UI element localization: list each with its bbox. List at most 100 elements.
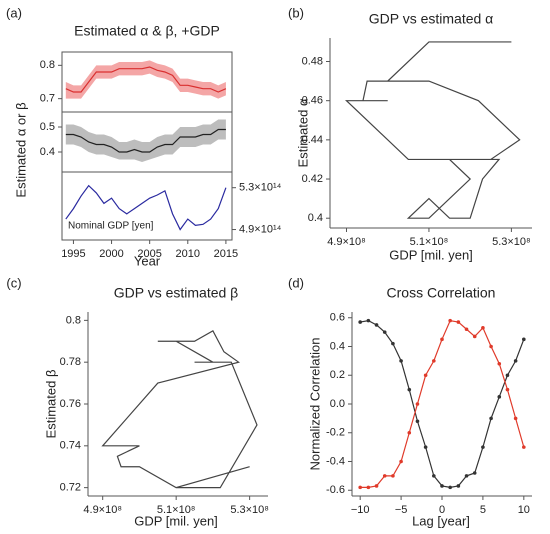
point [391,341,395,346]
x-tick-label: 5.1×10⁸ [410,236,449,248]
panel-label: (b) [288,5,304,20]
point [391,474,395,478]
x-tick-label: 4.9×10⁸ [83,504,122,516]
point [472,471,477,475]
point [432,474,436,478]
point [374,484,379,488]
point [399,359,403,363]
point [366,485,371,490]
chart-title: Estimated α & β, +GDP [74,23,220,39]
series-line [360,319,525,488]
y-tick-label: 0.42 [302,173,323,185]
point [366,318,371,323]
x-tick-label: 2000 [99,248,123,260]
point [489,344,493,349]
point [407,430,412,435]
point [448,318,452,323]
point [440,337,444,342]
x-tick-label: 1995 [61,248,85,260]
y2-tick-label: 5.3×10¹⁴ [239,182,282,194]
point [448,485,452,490]
y-tick-label: 0.8 [40,59,55,71]
y-tick-label: 0.46 [302,95,323,107]
series-line [360,319,525,488]
y2-tick-label: 4.9×10¹⁴ [239,223,282,235]
x-tick-label: 4.9×10⁸ [327,236,366,248]
y-tick-label: 0.7 [40,93,55,105]
chart-title: GDP vs estimated β [114,285,239,301]
x-tick-label: 5.3×10⁸ [492,236,531,248]
point [522,445,526,449]
point [423,373,428,378]
panel-label: (d) [288,275,304,290]
point [497,361,502,366]
y-tick-label: 0.4 [330,340,345,352]
x-tick-label: 2005 [137,248,161,260]
y-tick-label: 0.0 [330,398,345,410]
point [358,485,362,490]
point [464,474,469,478]
x-axis-label: Lag [year] [412,513,470,528]
point [399,459,403,464]
plot-frame [61,171,233,241]
chart-title: Cross Correlation [387,285,496,301]
point [423,445,428,449]
y-tick-label: 0.76 [60,398,81,410]
point [432,359,436,363]
y-axis-label: Estimated α or β [13,102,28,197]
point [489,416,493,421]
point [456,484,461,488]
x-tick-label: 5.1×10⁸ [157,504,196,516]
y-tick-label: -0.4 [326,455,345,467]
x-axis-label: GDP [mil. yen] [389,247,473,262]
y-tick-label: 0.4 [40,146,55,158]
chart-title: GDP vs estimated α [369,11,494,27]
x-tick-label: 2010 [176,248,200,260]
series-line [101,329,258,489]
panel-label: (c) [6,275,21,290]
series-line [65,66,227,93]
y-axis-label: Estimated β [43,370,58,439]
point [497,395,502,399]
point [382,330,387,334]
y-tick-label: 0.5 [40,121,55,133]
point [415,419,420,424]
y-tick-label: 0.6 [330,312,345,324]
point [456,320,461,324]
x-tick-label: −10 [351,504,370,516]
point [440,484,444,488]
annotation: Nominal GDP [yen] [68,221,154,232]
y-tick-label: -0.6 [326,484,345,496]
series-line [344,41,521,219]
y-tick-label: 0.2 [330,369,345,381]
y-tick-label: 0.78 [60,356,81,368]
confidence-band [65,60,226,99]
y-axis-label: Normalized Correlation [307,338,322,471]
x-tick-label: 5.3×10⁸ [230,504,269,516]
x-tick-label: 5 [480,504,486,516]
x-tick-label: −5 [395,504,408,516]
series-line [65,184,227,231]
point [415,402,420,406]
panel-label: (a) [6,5,22,20]
y-tick-label: 0.4 [308,212,323,224]
x-axis-label: Year [134,253,161,268]
y-tick-label: 0.72 [60,482,81,494]
series-line [65,128,226,153]
y-tick-label: 0.48 [302,55,323,67]
point [522,337,526,342]
confidence-band [65,119,226,162]
point [513,359,518,363]
point [374,323,379,327]
point [481,326,485,330]
point [382,474,387,478]
x-tick-label: 2015 [214,248,238,260]
x-axis-label: GDP [mil. yen] [134,513,218,528]
y-axis-label: Estimated α [295,98,310,167]
y-tick-label: 0.8 [66,314,81,326]
y-tick-label: 0.74 [60,440,81,452]
point [464,327,469,332]
x-tick-label: 0 [439,504,445,516]
y-tick-label: -0.2 [326,427,345,439]
